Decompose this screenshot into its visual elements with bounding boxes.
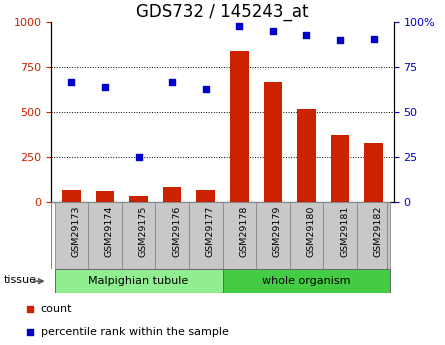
Bar	[129, 196, 148, 202]
Bar	[357, 202, 390, 269]
Text: GSM29182: GSM29182	[374, 206, 383, 257]
Bar	[196, 190, 215, 202]
Bar	[290, 202, 323, 269]
Bar	[62, 190, 81, 202]
Bar	[189, 202, 222, 269]
Bar	[364, 142, 383, 202]
Bar	[222, 202, 256, 269]
Text: Malpighian tubule: Malpighian tubule	[89, 276, 189, 286]
Point	[370, 36, 377, 41]
Text: GSM29180: GSM29180	[307, 206, 316, 257]
Text: GSM29178: GSM29178	[239, 206, 248, 257]
Text: GSM29179: GSM29179	[273, 206, 282, 257]
Point	[68, 79, 75, 85]
Text: whole organism: whole organism	[262, 276, 351, 286]
Text: tissue: tissue	[4, 275, 37, 285]
Text: GSM29173: GSM29173	[71, 206, 81, 257]
Bar	[331, 136, 349, 202]
Text: GSM29175: GSM29175	[138, 206, 147, 257]
Point	[169, 79, 176, 85]
Bar	[96, 191, 114, 202]
Point	[135, 154, 142, 160]
Text: GSM29177: GSM29177	[206, 206, 214, 257]
Point	[27, 329, 34, 334]
Point	[202, 86, 209, 91]
Bar	[55, 269, 222, 293]
Bar	[230, 51, 249, 202]
Bar	[222, 269, 390, 293]
Point	[303, 32, 310, 38]
Bar	[323, 202, 357, 269]
Text: GSM29174: GSM29174	[105, 206, 114, 257]
Bar	[263, 82, 282, 202]
Bar	[55, 202, 88, 269]
Bar	[297, 109, 316, 202]
Bar	[88, 202, 122, 269]
Title: GDS732 / 145243_at: GDS732 / 145243_at	[136, 3, 309, 21]
Text: percentile rank within the sample: percentile rank within the sample	[40, 327, 229, 337]
Point	[269, 29, 276, 34]
Point	[27, 306, 34, 312]
Point	[101, 84, 109, 90]
Bar	[256, 202, 290, 269]
Point	[236, 23, 243, 29]
Text: GSM29181: GSM29181	[340, 206, 349, 257]
Point	[336, 38, 344, 43]
Bar	[155, 202, 189, 269]
Bar	[122, 202, 155, 269]
Text: GSM29176: GSM29176	[172, 206, 181, 257]
Bar	[163, 187, 182, 202]
Text: count: count	[40, 304, 72, 314]
